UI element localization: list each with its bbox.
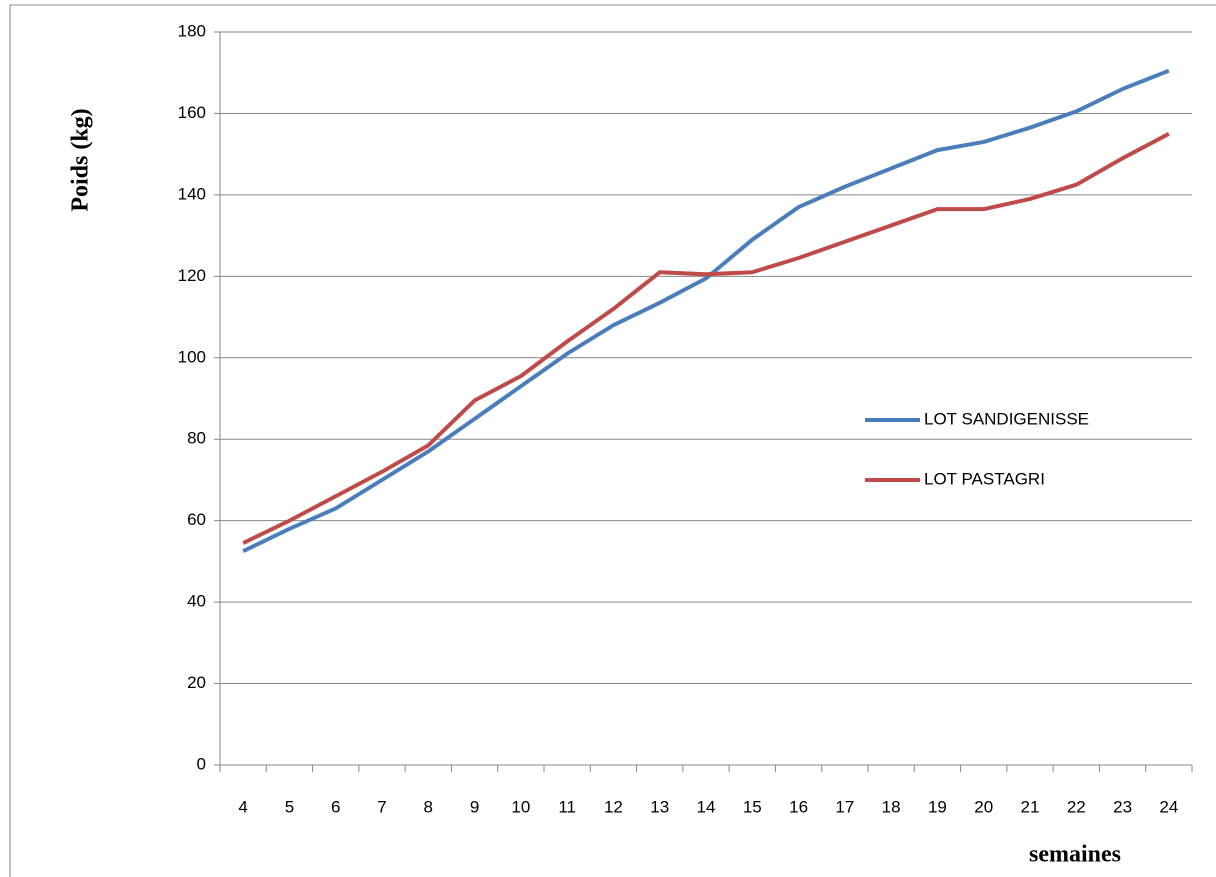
x-tick-label: 24 xyxy=(1159,797,1178,816)
x-tick-label: 16 xyxy=(789,797,808,816)
y-tick-label: 0 xyxy=(197,754,206,773)
x-tick-label: 9 xyxy=(470,797,479,816)
x-tick-label: 7 xyxy=(377,797,386,816)
legend-label: LOT SANDIGENISSE xyxy=(924,409,1089,428)
x-tick-label: 20 xyxy=(974,797,993,816)
y-axis-label: Poids (kg) xyxy=(68,108,94,211)
x-tick-label: 14 xyxy=(697,797,716,816)
x-tick-label: 5 xyxy=(285,797,294,816)
y-tick-label: 140 xyxy=(178,184,206,203)
chart-frame xyxy=(9,4,1216,877)
y-tick-label: 100 xyxy=(178,347,206,366)
y-tick-label: 80 xyxy=(187,429,206,448)
x-tick-label: 8 xyxy=(424,797,433,816)
x-tick-label: 10 xyxy=(511,797,530,816)
y-tick-label: 180 xyxy=(178,21,206,40)
x-tick-label: 18 xyxy=(882,797,901,816)
y-tick-label: 120 xyxy=(178,266,206,285)
series-line xyxy=(242,68,1170,554)
x-axis-label: semaines xyxy=(1029,842,1121,868)
y-tick-label: 40 xyxy=(187,592,206,611)
x-tick-label: 4 xyxy=(238,797,247,816)
x-tick-label: 21 xyxy=(1021,797,1040,816)
series-line xyxy=(242,132,1170,545)
x-tick-label: 15 xyxy=(743,797,762,816)
y-tick-label: 60 xyxy=(187,510,206,529)
y-tick-label: 160 xyxy=(178,103,206,122)
x-tick-label: 12 xyxy=(604,797,623,816)
x-tick-label: 23 xyxy=(1113,797,1132,816)
x-tick-label: 17 xyxy=(835,797,854,816)
legend-label: LOT PASTAGRI xyxy=(924,469,1045,488)
x-tick-label: 11 xyxy=(558,797,576,816)
x-tick-label: 13 xyxy=(650,797,669,816)
x-tick-label: 6 xyxy=(331,797,340,816)
x-tick-label: 19 xyxy=(928,797,947,816)
x-tick-label: 22 xyxy=(1067,797,1086,816)
y-tick-label: 20 xyxy=(187,673,206,692)
